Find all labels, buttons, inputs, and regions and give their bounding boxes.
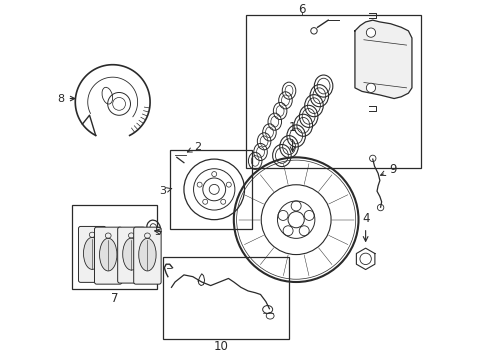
FancyBboxPatch shape [118,227,145,283]
Circle shape [366,28,375,37]
Ellipse shape [122,238,140,270]
FancyBboxPatch shape [78,226,106,282]
Text: 7: 7 [110,292,118,305]
Ellipse shape [100,238,117,271]
FancyBboxPatch shape [133,227,161,284]
Text: 1: 1 [288,121,296,152]
Text: 4: 4 [361,212,368,241]
Polygon shape [354,20,411,99]
Text: 5: 5 [153,227,161,237]
Bar [162,257,288,339]
Text: 2: 2 [187,141,202,152]
Bar [246,15,420,168]
Text: 3: 3 [159,186,171,196]
Ellipse shape [83,237,101,269]
Text: 10: 10 [213,339,228,353]
Text: 9: 9 [380,163,395,176]
Bar [72,206,157,289]
Text: 8: 8 [58,94,75,104]
Bar [169,150,251,229]
Text: 6: 6 [297,3,305,16]
Circle shape [366,83,375,93]
Ellipse shape [139,238,156,271]
FancyBboxPatch shape [94,227,122,284]
